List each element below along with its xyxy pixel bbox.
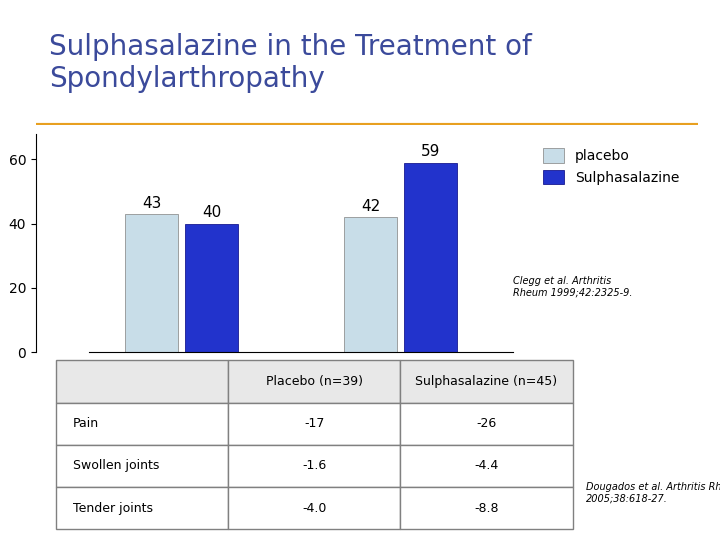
Bar <box>125 214 179 352</box>
Text: 42: 42 <box>361 199 380 214</box>
Text: 43: 43 <box>143 196 161 211</box>
Text: Clegg et al. Arthritis
Rheum 1999;42:2325-9.: Clegg et al. Arthritis Rheum 1999;42:232… <box>513 276 632 298</box>
Bar <box>404 163 456 352</box>
Text: Dougados et al. Arthritis Rheum
2005;38:618-27.: Dougados et al. Arthritis Rheum 2005;38:… <box>586 482 720 504</box>
Text: 59: 59 <box>420 144 440 159</box>
Legend: placebo, Sulphasalazine: placebo, Sulphasalazine <box>537 143 685 191</box>
Text: 40: 40 <box>202 205 221 220</box>
Bar <box>344 217 397 352</box>
Text: Sulphasalazine in the Treatment of
Spondylarthropathy: Sulphasalazine in the Treatment of Spond… <box>49 32 532 93</box>
Bar <box>185 224 238 352</box>
